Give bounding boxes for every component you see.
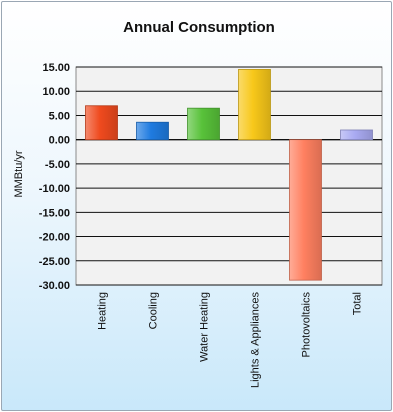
bar-cooling: [136, 121, 169, 141]
grid-lines: [76, 66, 382, 286]
y-tick-label: -15.00: [39, 207, 70, 219]
y-tick-label: 0.00: [49, 135, 70, 147]
x-category-label: Photovoltaics: [301, 292, 313, 358]
bar-water-heating: [187, 107, 220, 141]
y-tick-label: 5.00: [49, 110, 70, 122]
plot-area: [75, 66, 383, 286]
bar-lights-appliances: [238, 69, 271, 141]
chart-title: Annual Consumption: [123, 19, 275, 36]
y-tick-label: -20.00: [39, 232, 70, 244]
x-category-label: Lights & Appliances: [250, 292, 262, 389]
x-category-label: Heating: [97, 292, 109, 330]
y-tick-label: 10.00: [42, 86, 70, 98]
y-tick-label: 15.00: [42, 62, 70, 74]
bar-total: [340, 129, 373, 141]
y-tick-label: -5.00: [45, 159, 70, 171]
y-axis-title: MMBtu/yr: [13, 150, 25, 197]
x-axis-labels: Heating Cooling Water Heating Lights & Appl…: [97, 292, 364, 389]
x-category-label: Total: [352, 292, 364, 315]
bar-heating: [85, 105, 118, 141]
y-axis-ticks: 15.00 10.00 5.00 0.00 -5.00 -10.00 -15.00 -20.0…: [39, 62, 70, 292]
y-tick-label: -30.00: [39, 280, 70, 292]
bars: [85, 69, 373, 281]
x-category-label: Cooling: [148, 292, 160, 329]
y-tick-label: -25.00: [39, 256, 70, 268]
y-tick-label: -10.00: [39, 183, 70, 195]
x-category-label: Water Heating: [199, 292, 211, 362]
bar-photovoltaics: [289, 139, 322, 281]
